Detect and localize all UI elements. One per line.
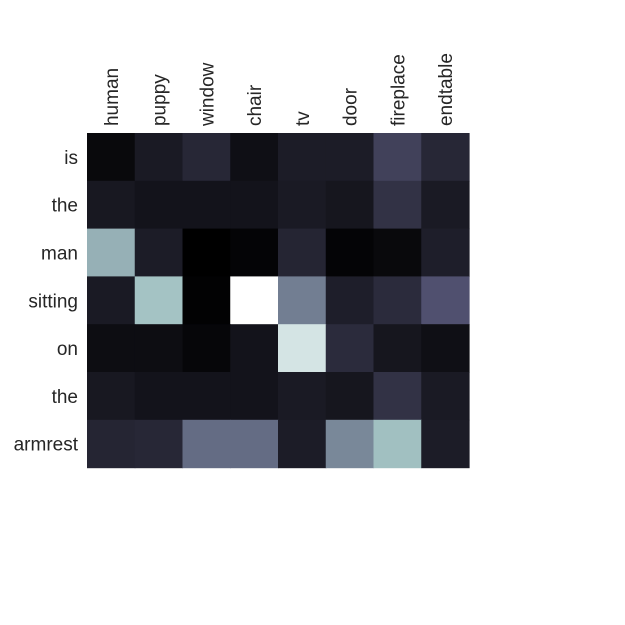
- heatmap-cells: [87, 133, 470, 469]
- heatmap-cell: [373, 324, 422, 373]
- heatmap-cell: [421, 228, 470, 277]
- heatmap-cell: [373, 228, 422, 277]
- heatmap-cell: [278, 276, 327, 325]
- heatmap-cell: [373, 419, 422, 469]
- heatmap-cell: [278, 372, 327, 421]
- heatmap-cell: [182, 324, 231, 373]
- y-tick-label: is: [64, 148, 78, 169]
- heatmap-cell: [373, 180, 422, 230]
- heatmap-cell: [230, 276, 279, 325]
- heatmap-cell: [373, 276, 422, 325]
- heatmap-cell: [182, 228, 231, 277]
- heatmap-cell: [182, 372, 231, 421]
- heatmap-cell: [325, 228, 375, 277]
- heatmap-cell: [421, 133, 470, 182]
- x-tick-label: window: [197, 62, 218, 127]
- y-tick-label: the: [52, 196, 78, 217]
- x-tick-label: tv: [293, 111, 314, 126]
- heatmap-cell: [421, 324, 470, 373]
- heatmap-cell: [325, 372, 375, 421]
- heatmap-cell: [87, 228, 136, 277]
- y-tick-label: armrest: [14, 435, 79, 456]
- heatmap-cell: [230, 133, 279, 182]
- x-tick-label: door: [341, 87, 362, 126]
- heatmap-cell: [134, 133, 184, 182]
- heatmap-cell: [325, 324, 375, 373]
- heatmap-cell: [134, 276, 184, 325]
- heatmap-cell: [278, 228, 327, 277]
- heatmap-cell: [87, 276, 136, 325]
- heatmap-cell: [278, 133, 327, 182]
- heatmap-cell: [421, 419, 470, 469]
- heatmap-cell: [182, 133, 231, 182]
- heatmap-cell: [87, 180, 136, 230]
- y-tick-label: the: [52, 387, 78, 408]
- heatmap-cell: [278, 324, 327, 373]
- heatmap-cell: [134, 419, 184, 469]
- heatmap-cell: [87, 324, 136, 373]
- heatmap-cell: [87, 419, 136, 469]
- heatmap-cell: [87, 372, 136, 421]
- x-tick-label: fireplace: [388, 54, 409, 126]
- heatmap-cell: [325, 276, 375, 325]
- y-tick-label: man: [41, 244, 78, 265]
- heatmap-cell: [325, 180, 375, 230]
- x-tick-label: endtable: [436, 53, 457, 126]
- x-tick-label: human: [102, 68, 123, 126]
- heatmap-cell: [134, 228, 184, 277]
- heatmap-cell: [87, 133, 136, 182]
- heatmap-cell: [421, 180, 470, 230]
- heatmap-cell: [182, 276, 231, 325]
- heatmap-cell: [230, 180, 279, 230]
- x-tick-label: chair: [245, 84, 266, 126]
- heatmap-cell: [230, 228, 279, 277]
- heatmap-cell: [325, 133, 375, 182]
- heatmap-cell: [134, 324, 184, 373]
- heatmap-cell: [134, 180, 184, 230]
- heatmap-cell: [325, 419, 375, 469]
- heatmap-cell: [373, 372, 422, 421]
- heatmap-cell: [230, 419, 279, 469]
- heatmap-cell: [421, 372, 470, 421]
- heatmap-cell: [278, 180, 327, 230]
- heatmap-cell: [373, 133, 422, 182]
- heatmap-cell: [421, 276, 470, 325]
- y-tick-label: sitting: [28, 291, 78, 312]
- y-tick-label: on: [57, 339, 78, 360]
- heatmap-cell: [230, 372, 279, 421]
- heatmap-cell: [230, 324, 279, 373]
- heatmap-cell: [182, 180, 231, 230]
- y-axis-labels: is the man sitting on the armrest: [14, 148, 79, 456]
- heatmap-cell: [134, 372, 184, 421]
- x-axis-labels: human puppy window chair tv door fireplace endt…: [102, 53, 457, 127]
- heatmap-cell: [182, 419, 231, 469]
- x-tick-label: puppy: [150, 74, 171, 126]
- heatmap-cell: [278, 419, 327, 469]
